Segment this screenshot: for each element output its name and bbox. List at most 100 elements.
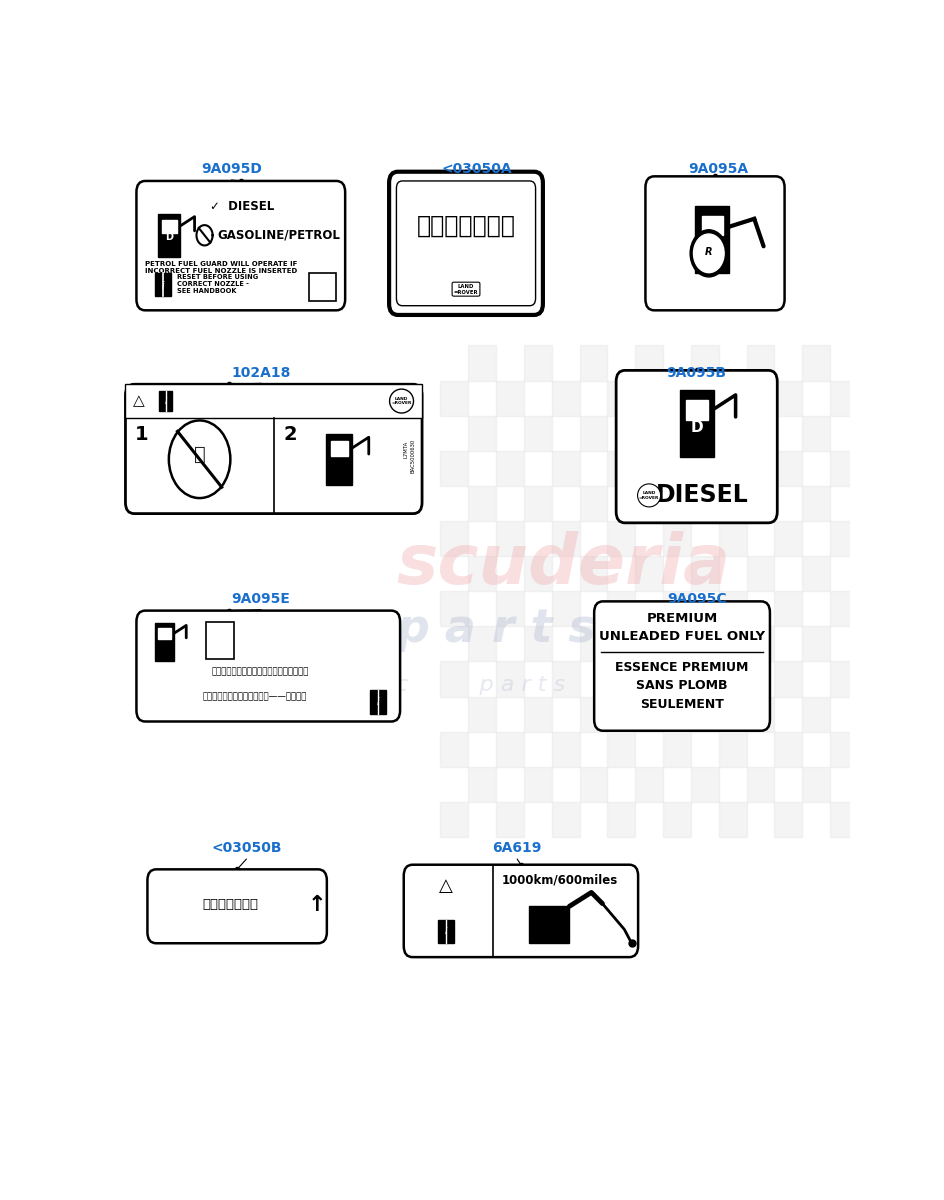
Circle shape bbox=[689, 229, 727, 277]
Text: R: R bbox=[704, 247, 712, 258]
Text: 1: 1 bbox=[135, 425, 148, 444]
Bar bbox=[684, 400, 707, 420]
Bar bbox=[579, 767, 607, 802]
Bar bbox=[467, 767, 496, 802]
Bar bbox=[523, 556, 551, 592]
Bar bbox=[690, 346, 717, 380]
FancyBboxPatch shape bbox=[594, 601, 769, 731]
Bar bbox=[773, 380, 801, 415]
Text: △: △ bbox=[439, 877, 452, 895]
Bar bbox=[467, 486, 496, 521]
FancyBboxPatch shape bbox=[136, 181, 345, 311]
Bar bbox=[663, 380, 690, 415]
Text: △: △ bbox=[132, 394, 144, 408]
Bar bbox=[155, 623, 174, 660]
Bar bbox=[440, 802, 467, 838]
FancyBboxPatch shape bbox=[615, 371, 776, 523]
Bar bbox=[326, 433, 352, 485]
Text: ✋: ✋ bbox=[194, 445, 205, 464]
Bar bbox=[496, 732, 523, 767]
Bar bbox=[440, 380, 467, 415]
Text: <03050B: <03050B bbox=[211, 841, 281, 856]
Text: LAND
=ROVER: LAND =ROVER bbox=[453, 283, 478, 294]
Bar bbox=[579, 415, 607, 451]
Bar bbox=[551, 380, 579, 415]
Text: PREMIUM: PREMIUM bbox=[646, 612, 716, 625]
Bar bbox=[663, 802, 690, 838]
Text: 無鉛プレミアム: 無鉛プレミアム bbox=[202, 899, 258, 911]
Text: GASOLINE/PETROL: GASOLINE/PETROL bbox=[217, 229, 340, 241]
Bar bbox=[551, 732, 579, 767]
Text: scuderia: scuderia bbox=[396, 530, 730, 598]
Text: ESSENCE PREMIUM: ESSENCE PREMIUM bbox=[615, 661, 748, 674]
Text: i: i bbox=[164, 396, 167, 406]
Bar bbox=[690, 556, 717, 592]
Text: <03050A: <03050A bbox=[441, 162, 512, 176]
Bar bbox=[440, 451, 467, 486]
Bar bbox=[440, 521, 467, 556]
Bar bbox=[801, 767, 829, 802]
Bar bbox=[607, 592, 634, 626]
Bar bbox=[496, 802, 523, 838]
Bar bbox=[607, 451, 634, 486]
Bar bbox=[773, 592, 801, 626]
Bar bbox=[551, 802, 579, 838]
Text: D: D bbox=[165, 233, 173, 242]
Bar bbox=[523, 696, 551, 732]
Bar bbox=[717, 451, 746, 486]
Bar bbox=[829, 521, 857, 556]
Text: 如插入不正确的油枪燃油保护装置将会启动: 如插入不正确的油枪燃油保护装置将会启动 bbox=[211, 667, 309, 676]
Bar bbox=[717, 521, 746, 556]
Bar bbox=[801, 415, 829, 451]
Bar bbox=[607, 802, 634, 838]
Text: ↑: ↑ bbox=[307, 895, 326, 914]
Text: 9A095B: 9A095B bbox=[666, 366, 726, 379]
Bar bbox=[529, 906, 569, 943]
Text: LAND
=ROVER: LAND =ROVER bbox=[638, 491, 659, 499]
Bar bbox=[523, 626, 551, 661]
Bar bbox=[801, 626, 829, 661]
Text: 9A095C: 9A095C bbox=[666, 592, 726, 606]
Bar bbox=[717, 592, 746, 626]
Bar bbox=[746, 556, 773, 592]
Bar bbox=[663, 592, 690, 626]
Text: i: i bbox=[377, 696, 379, 707]
Text: i: i bbox=[161, 281, 164, 290]
Bar bbox=[607, 380, 634, 415]
Bar bbox=[440, 732, 467, 767]
Bar bbox=[773, 802, 801, 838]
Bar bbox=[607, 661, 634, 696]
Bar bbox=[829, 451, 857, 486]
Bar bbox=[829, 592, 857, 626]
Bar bbox=[773, 521, 801, 556]
Bar bbox=[634, 626, 663, 661]
Bar bbox=[467, 696, 496, 732]
Bar bbox=[634, 767, 663, 802]
Bar bbox=[690, 486, 717, 521]
Bar bbox=[829, 661, 857, 696]
Text: PETROL FUEL GUARD WILL OPERATE IF
INCORRECT FUEL NOZZLE IS INSERTED: PETROL FUEL GUARD WILL OPERATE IF INCORR… bbox=[145, 262, 297, 274]
Bar bbox=[746, 346, 773, 380]
Bar bbox=[746, 767, 773, 802]
Bar bbox=[717, 380, 746, 415]
Bar bbox=[829, 732, 857, 767]
Bar bbox=[467, 556, 496, 592]
Bar bbox=[634, 415, 663, 451]
Bar bbox=[523, 415, 551, 451]
Bar bbox=[801, 486, 829, 521]
FancyBboxPatch shape bbox=[136, 611, 399, 721]
Text: c          p a r t s: c p a r t s bbox=[396, 674, 565, 695]
Bar bbox=[437, 919, 453, 943]
Bar bbox=[607, 732, 634, 767]
Bar bbox=[496, 451, 523, 486]
Bar bbox=[496, 592, 523, 626]
Text: 在使用正确油枪前要重新设置——参考手册: 在使用正确油枪前要重新设置——参考手册 bbox=[203, 692, 307, 702]
Bar bbox=[467, 415, 496, 451]
Bar bbox=[801, 556, 829, 592]
Bar bbox=[634, 346, 663, 380]
Bar bbox=[663, 732, 690, 767]
Text: 6A619: 6A619 bbox=[492, 841, 541, 856]
Bar bbox=[159, 214, 180, 257]
Bar bbox=[634, 696, 663, 732]
Bar bbox=[551, 521, 579, 556]
